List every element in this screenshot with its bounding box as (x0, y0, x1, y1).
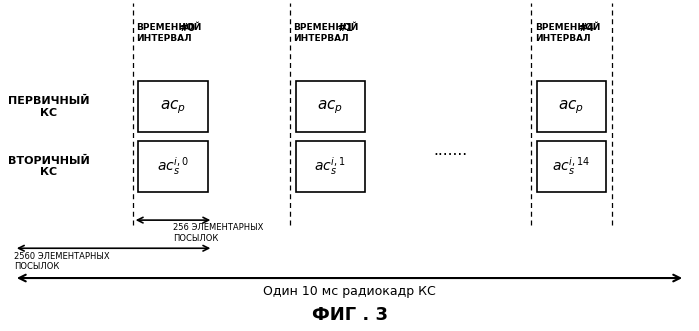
Text: Один 10 мс радиокадр КС: Один 10 мс радиокадр КС (263, 285, 436, 298)
Text: ВРЕМЕННОЙ
ИНТЕРВАЛ: ВРЕМЕННОЙ ИНТЕРВАЛ (136, 23, 202, 43)
Text: ПЕРВИЧНЫЙ
КС: ПЕРВИЧНЫЙ КС (8, 96, 89, 118)
Text: $\mathit{ac}_p$: $\mathit{ac}_p$ (317, 98, 343, 116)
Bar (296, 141, 365, 192)
Text: 256 ЭЛЕМЕНТАРНЫХ
ПОСЫЛОК: 256 ЭЛЕМЕНТАРНЫХ ПОСЫЛОК (173, 223, 264, 243)
Text: #4: #4 (578, 23, 594, 33)
Text: #1: #1 (337, 23, 353, 33)
Text: $\mathit{ac}_s^{i,0}$: $\mathit{ac}_s^{i,0}$ (157, 155, 189, 177)
Text: $\mathit{ac}_p$: $\mathit{ac}_p$ (559, 98, 584, 116)
Text: ВРЕМЕННОЙ
ИНТЕРВАЛ: ВРЕМЕННОЙ ИНТЕРВАЛ (535, 23, 600, 43)
Text: $\mathit{ac}_p$: $\mathit{ac}_p$ (160, 98, 186, 116)
Text: $\mathit{ac}_s^{i,14}$: $\mathit{ac}_s^{i,14}$ (552, 155, 591, 177)
Text: 2560 ЭЛЕМЕНТАРНЫХ
ПОСЫЛОК: 2560 ЭЛЕМЕНТАРНЫХ ПОСЫЛОК (14, 252, 110, 271)
Bar (537, 81, 606, 132)
Text: .......: ....... (434, 143, 468, 158)
Text: #0: #0 (180, 23, 196, 33)
Text: ВТОРИЧНЫЙ
КС: ВТОРИЧНЫЙ КС (8, 156, 89, 177)
Text: ВРЕМЕННОЙ
ИНТЕРВАЛ: ВРЕМЕННОЙ ИНТЕРВАЛ (294, 23, 359, 43)
Text: ФИГ . 3: ФИГ . 3 (312, 307, 387, 324)
Text: $\mathit{ac}_s^{i,1}$: $\mathit{ac}_s^{i,1}$ (315, 155, 346, 177)
Bar (537, 141, 606, 192)
Bar (138, 81, 208, 132)
Bar (296, 81, 365, 132)
Bar (138, 141, 208, 192)
